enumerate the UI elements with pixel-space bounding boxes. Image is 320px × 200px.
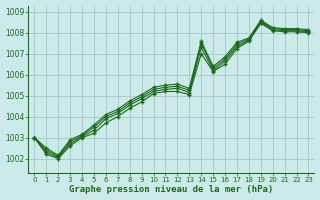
X-axis label: Graphe pression niveau de la mer (hPa): Graphe pression niveau de la mer (hPa): [69, 185, 274, 194]
